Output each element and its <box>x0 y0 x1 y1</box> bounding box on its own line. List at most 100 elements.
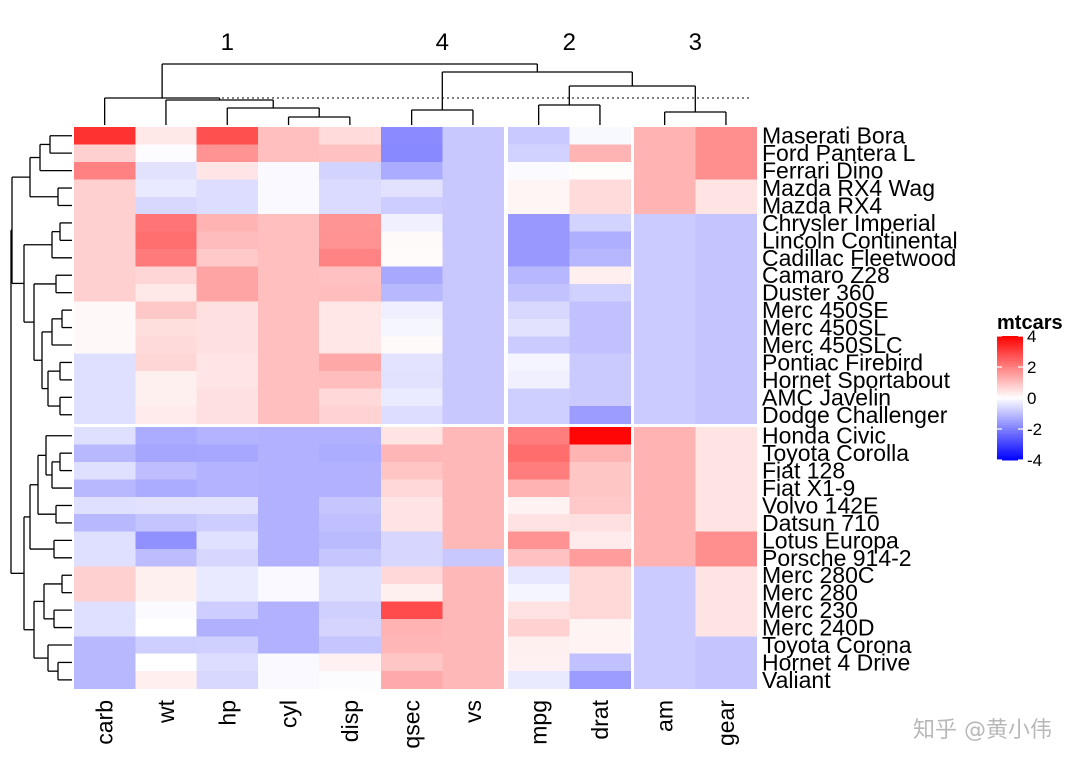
heatmap-cell-porsche-914-2-qsec <box>381 549 443 567</box>
row-label: Hornet 4 Drive <box>762 649 910 675</box>
heatmap-cell-cadillac-fleetwood-drat <box>569 249 631 267</box>
legend-gradient-step <box>997 354 1023 358</box>
heatmap-cell-hornet-sportabout-qsec <box>381 371 443 389</box>
row-label: Pontiac Firebird <box>762 349 923 375</box>
heatmap-cell-valiant-hp <box>196 671 259 689</box>
heatmap-cell-chrysler-imperial-am <box>634 214 696 232</box>
heatmap-cell-lotus-europa-vs <box>442 531 504 550</box>
heatmap-cell-cadillac-fleetwood-cyl <box>257 249 320 267</box>
heatmap-cell-ford-pantera-l-mpg <box>508 144 570 163</box>
heatmap-cell-duster-360-qsec <box>381 283 443 302</box>
heatmap-cell-amc-javelin-hp <box>196 388 259 407</box>
legend-gradient-step <box>997 362 1023 366</box>
heatmap-cell-fiat-128-drat <box>569 461 631 480</box>
legend-gradient-step <box>997 426 1023 430</box>
legend-gradient-step <box>997 381 1023 384</box>
heatmap-cell-hornet-4-drive-cyl <box>257 653 320 672</box>
heatmap-cell-duster-360-carb <box>74 283 136 302</box>
heatmap-cell-ferrari-dino-qsec <box>381 161 443 180</box>
heatmap-cell-fiat-x1-9-carb <box>74 479 136 498</box>
heatmap-cell-merc-450se-drat <box>569 301 631 320</box>
legend-gradient-step <box>997 451 1023 455</box>
heatmap-cell-hornet-sportabout-disp <box>319 371 381 389</box>
column-cluster-label: 1 <box>221 29 234 56</box>
heatmap-cell-camaro-z28-qsec <box>381 266 443 285</box>
legend-tick-label: 4 <box>1027 327 1036 346</box>
heatmap-cell-merc-240d-carb <box>74 618 136 637</box>
heatmap-cell-merc-450se-cyl <box>257 301 320 320</box>
row-label: Ford Pantera L <box>762 140 916 166</box>
heatmap-cell-pontiac-firebird-gear <box>695 353 757 372</box>
heatmap-cell-merc-450slc-qsec <box>381 336 443 355</box>
heatmap-cell-duster-360-wt <box>135 283 197 302</box>
heatmap-cell-fiat-128-vs <box>442 461 504 480</box>
heatmap-cell-toyota-corolla-gear <box>695 444 757 463</box>
legend-gradient-step <box>997 447 1023 451</box>
heatmap-cell-lincoln-continental-carb <box>74 231 136 250</box>
heatmap-cell-pontiac-firebird-cyl <box>257 353 320 372</box>
heatmap-cell-mazda-rx4-wag-cyl <box>257 179 320 198</box>
legend-gradient-step <box>997 443 1023 446</box>
heatmap-cell-mazda-rx4-wag-drat <box>569 179 631 198</box>
heatmap-cell-honda-civic-cyl <box>257 427 320 445</box>
heatmap-cell-camaro-z28-drat <box>569 266 631 285</box>
heatmap-cell-toyota-corona-drat <box>569 636 631 655</box>
heatmap-cell-cadillac-fleetwood-vs <box>442 249 504 267</box>
heatmap-cell-merc-280c-drat <box>569 566 631 585</box>
heatmap-cell-fiat-128-wt <box>135 461 197 480</box>
heatmap-cell-mazda-rx4-drat <box>569 196 631 215</box>
heatmap-cell-cadillac-fleetwood-qsec <box>381 249 443 267</box>
column-label-drat: drat <box>587 699 613 739</box>
heatmap-cell-hornet-4-drive-am <box>634 653 696 672</box>
column-cluster-label: 3 <box>689 29 702 56</box>
legend-gradient-step <box>997 356 1023 360</box>
heatmap-cell-cadillac-fleetwood-am <box>634 249 696 267</box>
heatmap-cell-hornet-sportabout-gear <box>695 371 757 389</box>
row-label: Merc 240D <box>762 615 874 641</box>
heatmap-cell-pontiac-firebird-am <box>634 353 696 372</box>
heatmap-cell-fiat-128-qsec <box>381 461 443 480</box>
heatmap-cell-maserati-bora-gear <box>695 127 757 145</box>
legend-gradient-step <box>997 360 1023 364</box>
heatmap-cell-mazda-rx4-wag-gear <box>695 179 757 198</box>
heatmap-cell-amc-javelin-carb <box>74 388 136 407</box>
legend-gradient-step <box>997 445 1023 448</box>
row-label: AMC Javelin <box>762 384 891 410</box>
heatmap-cell-fiat-x1-9-mpg <box>508 479 570 498</box>
heatmap-cell-lincoln-continental-gear <box>695 231 757 250</box>
row-label: Merc 230 <box>762 597 858 623</box>
heatmap-cell-amc-javelin-vs <box>442 388 504 407</box>
heatmap-cell-datsun-710-wt <box>135 514 197 532</box>
heatmap-cell-ferrari-dino-wt <box>135 161 197 180</box>
heatmap-cell-merc-450sl-disp <box>319 318 381 337</box>
heatmap-cell-merc-450slc-am <box>634 336 696 355</box>
heatmap-cell-valiant-qsec <box>381 671 443 689</box>
heatmap-cell-valiant-disp <box>319 671 381 689</box>
heatmap-cell-maserati-bora-hp <box>196 127 259 145</box>
heatmap-cell-chrysler-imperial-mpg <box>508 214 570 232</box>
heatmap-cell-datsun-710-mpg <box>508 514 570 532</box>
heatmap-cell-dodge-challenger-gear <box>695 406 757 424</box>
legend-gradient-step <box>997 367 1023 370</box>
heatmap-cell-cadillac-fleetwood-carb <box>74 249 136 267</box>
legend-gradient-step <box>997 433 1023 436</box>
heatmap-cell-duster-360-am <box>634 283 696 302</box>
legend-gradient-step <box>997 453 1023 457</box>
heatmap-cell-honda-civic-carb <box>74 427 136 445</box>
heatmap-cell-dodge-challenger-am <box>634 406 696 424</box>
legend-gradient-step <box>997 416 1023 420</box>
heatmap-cell-hornet-4-drive-disp <box>319 653 381 672</box>
legend-gradient-step <box>997 385 1023 389</box>
legend-gradient-step <box>997 383 1023 386</box>
heatmap-cell-merc-450se-gear <box>695 301 757 320</box>
heatmap-cell-honda-civic-mpg <box>508 427 570 445</box>
heatmap-cell-honda-civic-am <box>634 427 696 445</box>
heatmap-cell-ford-pantera-l-am <box>634 144 696 163</box>
heatmap-cell-amc-javelin-am <box>634 388 696 407</box>
heatmap-cell-ferrari-dino-hp <box>196 161 259 180</box>
heatmap-cell-lotus-europa-gear <box>695 531 757 550</box>
heatmap-cell-toyota-corona-gear <box>695 636 757 655</box>
heatmap-cell-amc-javelin-mpg <box>508 388 570 407</box>
heatmap-cell-hornet-sportabout-cyl <box>257 371 320 389</box>
heatmap-cell-pontiac-firebird-drat <box>569 353 631 372</box>
